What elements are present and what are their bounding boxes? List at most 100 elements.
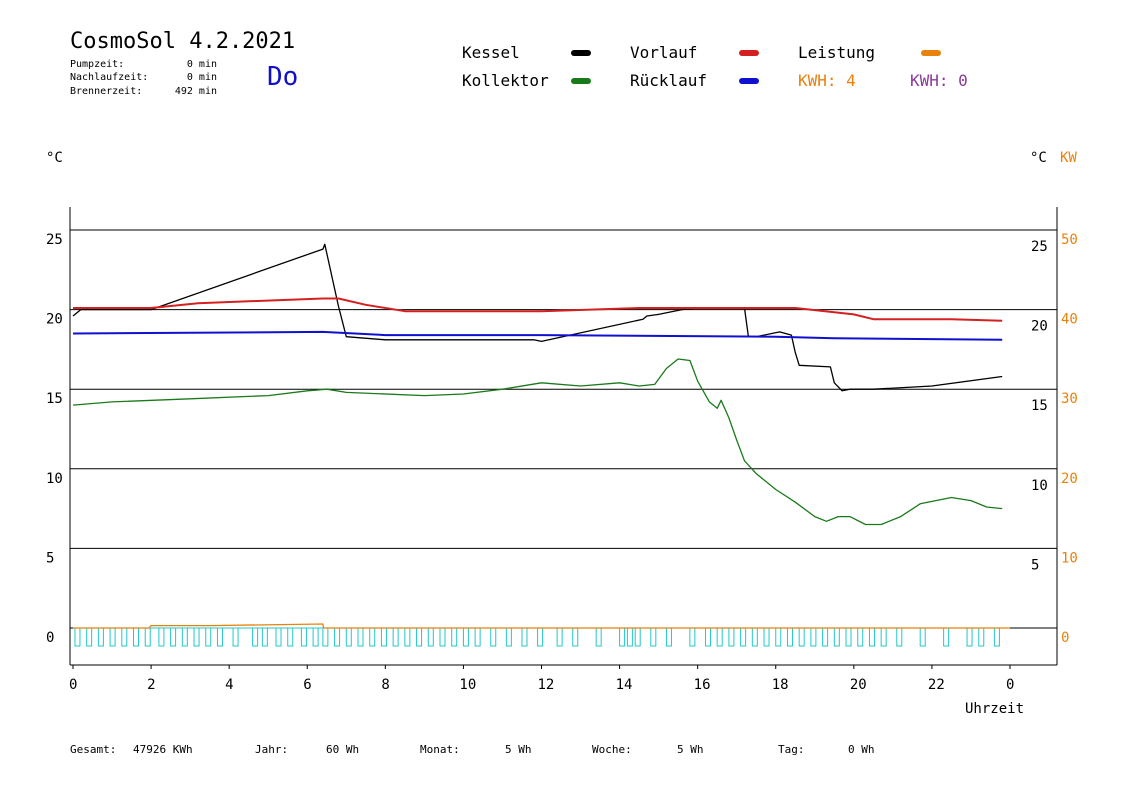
nachlaufzeit-label: Nachlaufzeit: [70, 72, 149, 83]
pump-cycle-12 [216, 627, 223, 647]
pump-cycle-59 [845, 627, 852, 647]
legend-kollektor-label: Kollektor [462, 71, 549, 90]
pump-cycle-7 [158, 627, 165, 647]
pump-cycle-38 [556, 627, 563, 647]
pumpzeit-label: Pumpzeit: [70, 59, 125, 70]
pump-cycle-39 [572, 627, 579, 647]
pump-cycle-47 [704, 627, 711, 647]
pump-cycle-64 [919, 627, 926, 647]
pumpzeit-value: 0 min [186, 59, 217, 70]
footer-monat-value: 5 Wh [505, 743, 532, 756]
footer-gesamt-label: Gesamt: [70, 743, 117, 756]
pump-cycle-58 [833, 627, 840, 647]
pump-cycle-20 [322, 627, 329, 647]
y-tick-left-25: 25 [46, 232, 63, 248]
x-tick-label-8: 16 [694, 677, 711, 693]
series-line-vorlauf [73, 297, 1003, 322]
footer-tag-value: 0 Wh [848, 743, 875, 756]
pump-cycle-25 [380, 627, 387, 647]
pump-cycle-14 [252, 627, 259, 647]
pump-cycle-40 [595, 627, 602, 647]
legend-kessel-label: Kessel [462, 43, 520, 62]
pump-cycle-22 [345, 627, 352, 647]
pump-cycle-2 [97, 627, 104, 647]
y-tick-right-c-25: 25 [1031, 239, 1048, 255]
footer-jahr-label: Jahr: [255, 743, 289, 756]
legend-kessel-swatch [571, 50, 591, 56]
y-tick-right-kw-0: 0 [1061, 630, 1069, 646]
pump-cycle-8 [170, 627, 177, 647]
pump-cycle-0 [74, 627, 81, 647]
footer-woche-value: 5 Wh [677, 743, 704, 756]
legend-leistung-label: Leistung [798, 43, 876, 62]
y-tick-left-20: 20 [46, 312, 63, 328]
pump-cycle-10 [193, 627, 200, 647]
pump-cycle-11 [205, 627, 212, 647]
y-tick-right-c-15: 15 [1031, 398, 1048, 414]
pump-cycle-3 [109, 627, 116, 647]
pump-cycle-36 [521, 627, 528, 647]
x-tick-label-10: 20 [850, 677, 867, 693]
pump-cycle-55 [798, 627, 805, 647]
pump-cycle-18 [300, 627, 307, 647]
pump-cycle-5 [133, 627, 140, 647]
x-tick-label-1: 2 [147, 677, 155, 693]
legend-vorlauf-label: Vorlauf [630, 43, 698, 62]
legend-ruecklauf-label: Rücklauf [630, 71, 708, 90]
x-tick-label-12: 0 [1006, 677, 1014, 693]
pump-cycle-50 [740, 627, 747, 647]
y-tick-right-c-5: 5 [1031, 557, 1039, 573]
pump-cycle-30 [439, 627, 446, 647]
pump-cycle-43 [634, 627, 641, 647]
x-axis-label: Uhrzeit [965, 701, 1025, 717]
pump-cycle-46 [689, 627, 696, 647]
weekday-label: Do [267, 62, 299, 92]
pump-cycle-44 [650, 627, 657, 647]
x-tick-label-11: 22 [928, 677, 945, 693]
footer-gesamt-value: 47926 KWh [133, 743, 193, 756]
pump-cycle-51 [751, 627, 758, 647]
pump-cycles [74, 627, 1000, 647]
legend-leistung-swatch [921, 50, 941, 56]
pump-cycle-32 [462, 627, 469, 647]
y-tick-left-0: 0 [46, 630, 54, 646]
pump-cycle-66 [966, 627, 973, 647]
x-tick-label-5: 10 [459, 677, 476, 693]
pump-cycle-45 [665, 627, 672, 647]
app-title: CosmoSol 4.2.2021 [70, 29, 296, 54]
brennerzeit-value: 492 min [174, 86, 217, 97]
y-tick-right-kw-40: 40 [1061, 312, 1078, 328]
x-tick-label-9: 18 [772, 677, 789, 693]
series-line-leistung [73, 623, 1010, 629]
pump-cycle-60 [857, 627, 864, 647]
pump-cycle-61 [868, 627, 875, 647]
pump-cycle-19 [312, 627, 319, 647]
pump-cycle-35 [505, 627, 512, 647]
pump-cycle-29 [427, 627, 434, 647]
pump-cycle-17 [287, 627, 294, 647]
kwh-total-2: KWH: 0 [910, 71, 968, 90]
pump-cycle-21 [334, 627, 341, 647]
pump-cycle-15 [261, 627, 268, 647]
pump-cycle-41 [619, 627, 626, 647]
y-tick-left-15: 15 [46, 391, 63, 407]
left-axis-unit: °C [46, 150, 63, 166]
footer-tag-label: Tag: [778, 743, 805, 756]
footer-woche-label: Woche: [592, 743, 632, 756]
pump-cycle-13 [232, 627, 239, 647]
pump-cycle-4 [121, 627, 128, 647]
brennerzeit-label: Brennerzeit: [70, 86, 143, 97]
series-line-kollektor [72, 358, 1003, 526]
y-tick-right-kw-30: 30 [1061, 391, 1078, 407]
pump-cycle-9 [181, 627, 188, 647]
pump-cycle-54 [786, 627, 793, 647]
legend-kollektor-swatch [571, 78, 591, 84]
y-tick-right-c-20: 20 [1031, 319, 1048, 335]
pump-cycle-31 [451, 627, 458, 647]
pump-cycle-49 [728, 627, 735, 647]
pump-cycle-67 [978, 627, 985, 647]
y-tick-left-5: 5 [46, 550, 54, 566]
legend-ruecklauf-swatch [739, 78, 759, 84]
right-axis-unit-kw: KW [1060, 150, 1077, 166]
